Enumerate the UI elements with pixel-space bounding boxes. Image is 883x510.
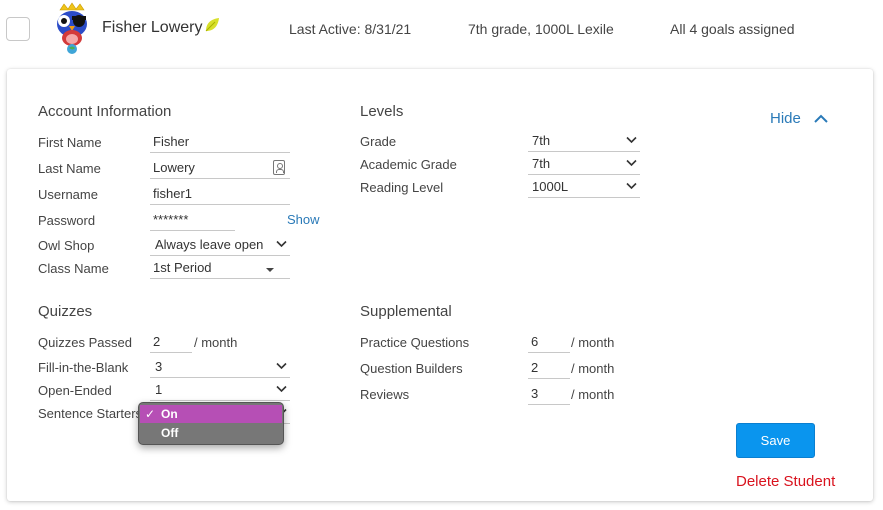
chevron-down-icon — [626, 159, 637, 167]
academic-grade-value: 7th — [532, 156, 551, 171]
first-name-input[interactable]: Fisher — [150, 131, 290, 153]
show-password-link[interactable]: Show — [287, 212, 320, 227]
class-name-select[interactable]: 1st Period — [150, 257, 290, 279]
dropdown-option-on[interactable]: ✓ On — [140, 405, 282, 423]
quizzes-passed-value: 2 — [153, 334, 161, 349]
quizzes-passed-unit: / month — [194, 335, 238, 350]
quizzes-passed-label: Quizzes Passed — [38, 335, 132, 350]
last-name-input[interactable]: Lowery — [150, 157, 290, 179]
chevron-down-icon — [276, 362, 287, 370]
open-ended-value: 1 — [155, 382, 163, 397]
username-label: Username — [38, 187, 98, 202]
academic-grade-label: Academic Grade — [360, 157, 457, 172]
practice-questions-input[interactable]: 6 — [528, 331, 570, 353]
reading-level-label: Reading Level — [360, 180, 444, 195]
reviews-label: Reviews — [360, 387, 410, 402]
practice-questions-label: Practice Questions — [360, 335, 470, 350]
student-name: Fisher Lowery — [102, 19, 203, 36]
hide-toggle-link[interactable]: Hide — [770, 110, 801, 127]
fill-blank-value: 3 — [155, 359, 163, 374]
chevron-down-icon — [276, 240, 287, 248]
reading-level-value: 1000L — [532, 179, 569, 194]
save-button[interactable]: Save — [736, 423, 815, 458]
checkmark-icon: ✓ — [145, 407, 156, 421]
account-information-heading: Account Information — [38, 103, 172, 120]
dropdown-option-label: Off — [161, 426, 179, 440]
open-ended-label: Open-Ended — [38, 383, 112, 398]
owl-shop-value: Always leave open — [155, 237, 264, 252]
grade-label: Grade — [360, 134, 397, 149]
fill-blank-label: Fill-in-the-Blank — [38, 360, 129, 375]
leaf-icon — [205, 18, 219, 32]
password-label: Password — [38, 213, 96, 228]
question-builders-unit: / month — [571, 361, 615, 376]
owl-avatar-icon — [57, 2, 87, 54]
chevron-down-icon — [626, 136, 637, 144]
student-settings-card: Account Information First Name Fisher La… — [7, 69, 873, 501]
last-name-value: Lowery — [153, 160, 195, 175]
practice-questions-value: 6 — [531, 334, 539, 349]
student-row-header: Fisher Lowery Last Active: 8/31/21 7th g… — [0, 0, 883, 62]
open-ended-select[interactable]: 1 — [150, 379, 290, 401]
grade-value: 7th — [532, 133, 551, 148]
reviews-unit: / month — [571, 387, 615, 402]
class-name-value: 1st Period — [153, 260, 212, 275]
practice-questions-unit: / month — [571, 335, 615, 350]
question-builders-label: Question Builders — [360, 361, 463, 376]
question-builders-value: 2 — [531, 360, 539, 375]
caret-down-icon — [266, 268, 274, 272]
reading-level-select[interactable]: 1000L — [528, 176, 640, 198]
chevron-down-icon — [276, 385, 287, 393]
question-builders-input[interactable]: 2 — [528, 357, 570, 379]
password-input[interactable]: ******* — [150, 209, 235, 231]
fill-blank-select[interactable]: 3 — [150, 356, 290, 378]
chevron-down-icon — [626, 182, 637, 190]
academic-grade-select[interactable]: 7th — [528, 153, 640, 175]
goals-status-text: All 4 goals assigned — [670, 21, 795, 37]
grade-select[interactable]: 7th — [528, 130, 640, 152]
password-value: ******* — [153, 212, 189, 227]
first-name-label: First Name — [38, 135, 102, 150]
reviews-input[interactable]: 3 — [528, 383, 570, 405]
dropdown-option-off[interactable]: Off — [140, 424, 282, 442]
username-value: fisher1 — [153, 186, 193, 201]
dropdown-option-label: On — [161, 407, 178, 421]
levels-heading: Levels — [360, 103, 404, 120]
class-name-label: Class Name — [38, 261, 109, 276]
sentence-starters-dropdown-menu: ✓ On Off — [138, 402, 284, 445]
last-active-text: Last Active: 8/31/21 — [289, 21, 412, 37]
username-input[interactable]: fisher1 — [150, 183, 290, 205]
quizzes-passed-input[interactable]: 2 — [150, 331, 192, 353]
delete-student-link[interactable]: Delete Student — [736, 473, 836, 490]
first-name-value: Fisher — [153, 134, 190, 149]
last-name-label: Last Name — [38, 161, 101, 176]
contact-card-icon[interactable] — [273, 160, 285, 175]
reviews-value: 3 — [531, 386, 539, 401]
grade-lexile-text: 7th grade, 1000L Lexile — [468, 21, 614, 37]
student-select-checkbox[interactable] — [6, 17, 30, 41]
owl-shop-label: Owl Shop — [38, 238, 95, 253]
supplemental-heading: Supplemental — [360, 303, 452, 320]
chevron-up-icon[interactable] — [813, 113, 829, 124]
quizzes-heading: Quizzes — [38, 303, 93, 320]
sentence-starters-label: Sentence Starters — [38, 406, 143, 421]
owl-shop-select[interactable]: Always leave open — [150, 234, 290, 256]
